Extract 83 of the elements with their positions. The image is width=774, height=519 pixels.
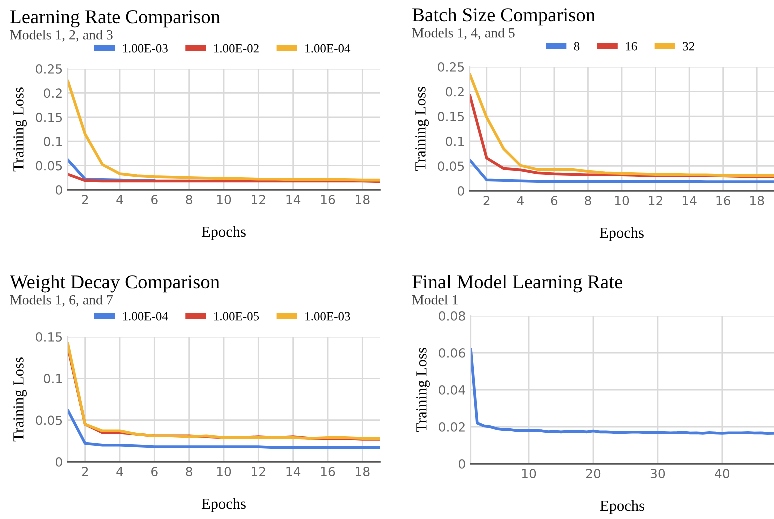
x-tick-label: 4: [517, 196, 524, 206]
x-tick-label: 14: [286, 195, 301, 204]
y-axis-title: Training Loss: [14, 88, 27, 172]
y-tick-label: 0.05: [438, 162, 464, 172]
y-tick-label: 0: [56, 185, 62, 195]
x-tick-label: 16: [716, 196, 730, 206]
x-axis-title: Epochs: [600, 500, 644, 514]
y-tick-label: 0: [459, 459, 466, 469]
x-tick-label: 6: [152, 195, 158, 205]
legend-label: 32: [683, 42, 694, 51]
y-tick-label: 0.2: [446, 87, 464, 97]
x-tick-label: 10: [615, 196, 630, 206]
x-tick-label: 18: [356, 467, 370, 477]
line-series: [471, 348, 774, 436]
y-tick-label: 0.05: [36, 416, 62, 426]
y-tick-label: 0: [56, 457, 62, 467]
x-tick-label: 8: [186, 467, 192, 477]
x-axis-title: Epochs: [202, 226, 246, 240]
y-tick-label: 0.1: [44, 137, 62, 147]
x-tick-label: 18: [356, 195, 370, 205]
chart-title: Weight Decay Comparison: [10, 275, 220, 293]
legend-label: 1.00E-03: [123, 44, 168, 53]
y-tick-label: 0.08: [439, 311, 466, 321]
legend-label: 8: [574, 42, 580, 51]
chart-subtitle: Models 1, 6, and 7: [10, 295, 113, 307]
chart-subtitle: Models 1, 4, and 5: [412, 28, 515, 40]
line-series: [470, 158, 774, 184]
x-tick-label: 12: [649, 196, 662, 206]
x-tick-label: 20: [586, 469, 601, 479]
x-tick-label: 4: [116, 467, 124, 476]
y-axis-title: Training Loss: [14, 358, 27, 442]
chart-title: Learning Rate Comparison: [10, 10, 220, 28]
y-axis-title: Training Loss: [416, 348, 430, 432]
x-tick-label: 2: [484, 196, 490, 206]
line-series: [470, 73, 774, 178]
x-tick-label: 12: [252, 467, 266, 476]
y-tick-label: 0.1: [44, 374, 62, 384]
x-tick-label: 10: [522, 469, 536, 479]
x-tick-label: 12: [252, 195, 266, 204]
x-tick-label: 4: [116, 195, 124, 204]
y-tick-label: 0.02: [439, 422, 465, 432]
y-tick-label: 0.15: [36, 332, 62, 342]
x-tick-label: 30: [650, 469, 666, 479]
legend-label: 1.00E-03: [306, 312, 350, 321]
line-series: [68, 80, 380, 182]
chart-title: Final Model Learning Rate: [412, 275, 622, 293]
y-tick-label: 0.1: [446, 136, 464, 146]
legend-label: 1.00E-04: [123, 312, 168, 321]
x-tick-label: 16: [321, 195, 336, 205]
y-tick-label: 0.15: [36, 112, 62, 122]
x-tick-label: 14: [286, 467, 301, 476]
x-tick-label: 16: [321, 467, 336, 477]
y-tick-label: 0.2: [44, 88, 62, 98]
x-tick-label: 18: [750, 196, 764, 206]
x-tick-label: 40: [715, 469, 730, 479]
line-series: [68, 408, 380, 450]
y-axis-title: Training Loss: [416, 87, 429, 172]
x-tick-label: 2: [82, 467, 88, 476]
x-axis-title: Epochs: [202, 498, 246, 512]
x-tick-label: 8: [186, 195, 192, 205]
legend-label: 1.00E-05: [214, 312, 260, 321]
legend-label: 1.00E-02: [214, 44, 259, 53]
x-tick-label: 6: [551, 196, 558, 206]
line-series: [68, 173, 380, 184]
x-tick-label: 14: [682, 196, 697, 206]
x-tick-label: 10: [217, 467, 232, 477]
x-tick-label: 10: [217, 195, 232, 205]
chart-subtitle: Model 1: [412, 295, 458, 305]
y-tick-label: 0.04: [439, 385, 466, 395]
chart-subtitle: Models 1, 2, and 3: [10, 30, 113, 42]
x-axis-title: Epochs: [600, 227, 644, 242]
x-tick-label: 6: [152, 467, 158, 477]
x-tick-label: 8: [585, 196, 592, 206]
y-tick-label: 0: [458, 186, 464, 196]
x-tick-label: 2: [82, 195, 88, 204]
y-tick-label: 0.06: [439, 348, 466, 358]
legend-label: 16: [626, 42, 638, 51]
y-tick-label: 0.15: [438, 112, 464, 122]
y-tick-label: 0.05: [36, 161, 62, 171]
chart-title: Batch Size Comparison: [412, 8, 596, 26]
legend-label: 1.00E-04: [306, 44, 351, 53]
y-tick-label: 0.25: [36, 64, 62, 74]
y-tick-label: 0.25: [438, 62, 464, 72]
